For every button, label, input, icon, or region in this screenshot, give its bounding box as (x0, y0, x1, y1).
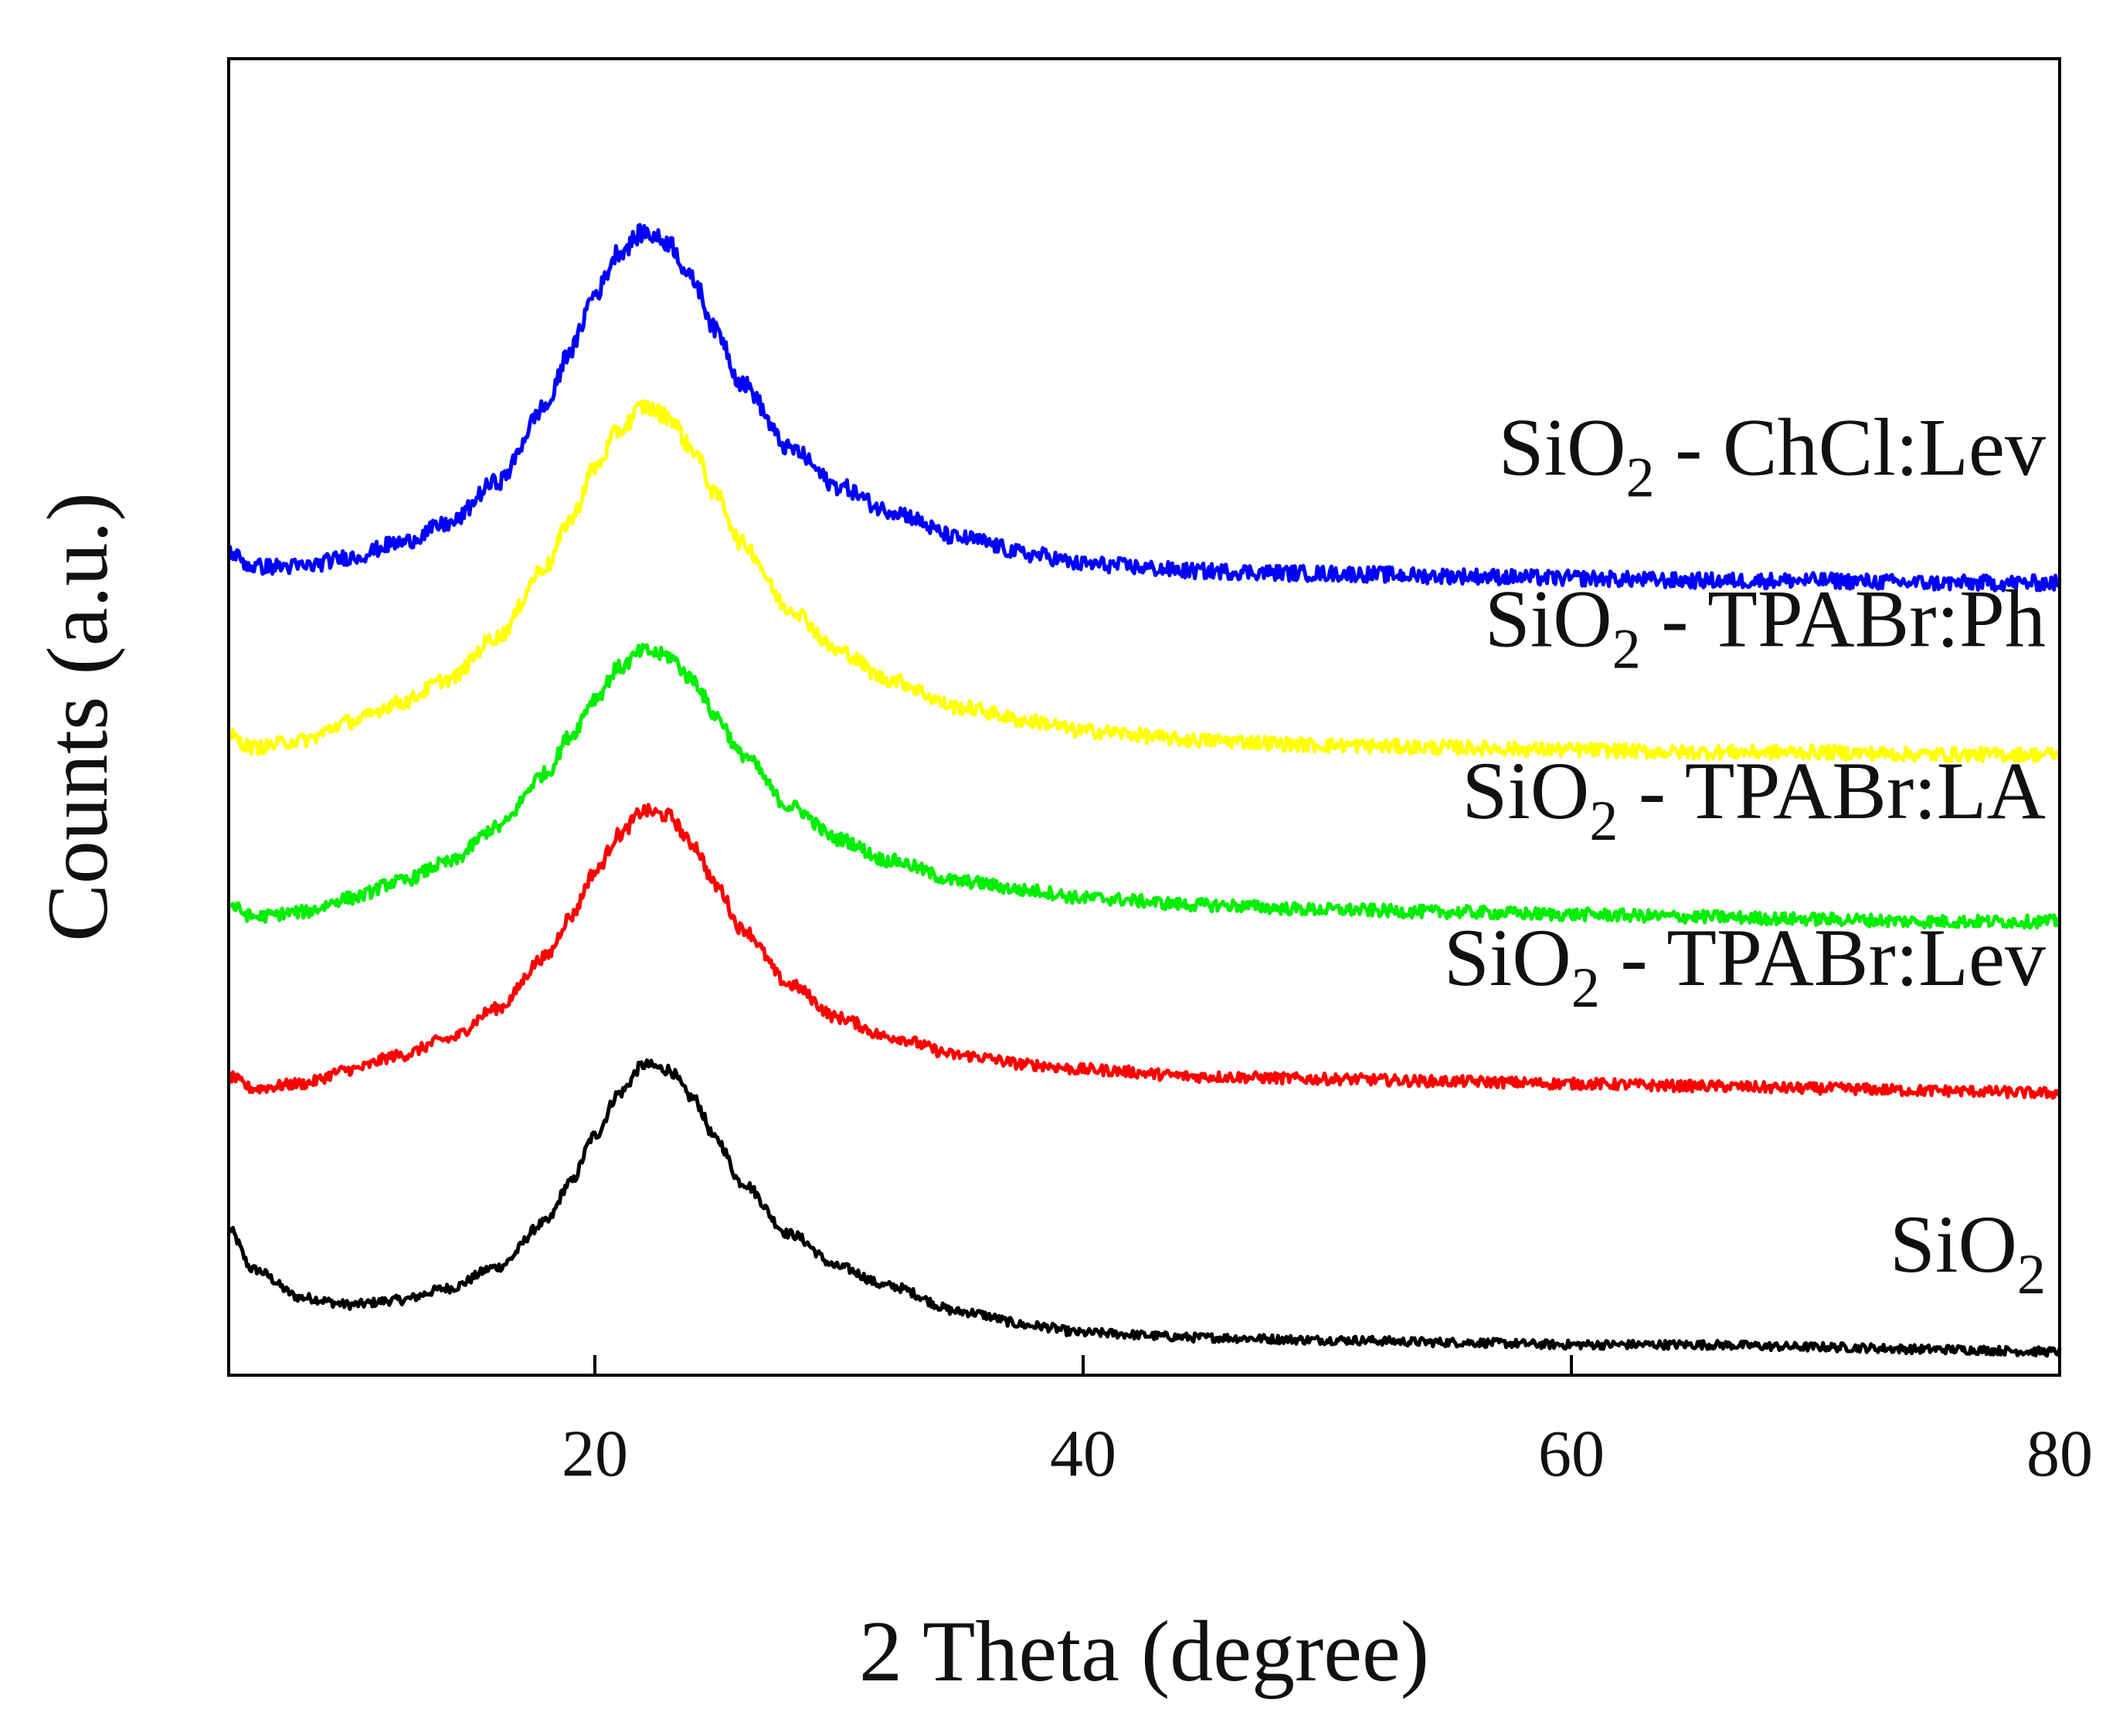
series-label-sio2-tpabr-ph: SiO2 - TPABr:Ph (1485, 574, 2046, 681)
series-label-rest: - TPABr:Lev (1600, 912, 2046, 1003)
x-axis-ticks: 20 40 60 80 (562, 1355, 2093, 1490)
series-label-subscript: 2 (2017, 1243, 2046, 1306)
series-label-main: SiO (1499, 403, 1626, 493)
series-label-main: SiO (1462, 746, 1589, 836)
series-label-rest: - TPABr:LA (1618, 746, 2046, 836)
x-tick-label-80: 80 (2026, 1416, 2093, 1490)
series-label-subscript: 2 (1571, 956, 1600, 1020)
series-line-sio2-tpabr-lev (227, 803, 2061, 1100)
series-line-sio2 (226, 1058, 2062, 1358)
series-line-sio2-tpabr-la (227, 642, 2061, 930)
series-label-subscript: 2 (1589, 790, 1618, 853)
series-label-subscript: 2 (1612, 618, 1641, 681)
series-label-rest: - ChCl:Lev (1655, 403, 2046, 493)
series-label-sio2-tpabr-lev: SiO2 - TPABr:Lev (1444, 912, 2046, 1020)
plot-frame (227, 57, 2061, 1377)
x-axis-title: 2 Theta (degree) (859, 1604, 1429, 1700)
series-line-sio2-tpabr-ph (226, 399, 2062, 764)
series-label-sio2: SiO2 (1890, 1199, 2046, 1306)
x-tick-label-20: 20 (562, 1416, 628, 1490)
x-tick-label-40: 40 (1050, 1416, 1116, 1490)
series-label-sio2-tpabr-la: SiO2 - TPABr:LA (1462, 746, 2046, 853)
series-layer (226, 223, 2062, 1358)
series-label-main: SiO (1485, 574, 1612, 664)
series-label-main: SiO (1890, 1199, 2017, 1289)
y-axis-title: Counts (a.u.) (30, 492, 126, 942)
series-label-main: SiO (1444, 912, 1571, 1003)
x-tick-label-60: 60 (1538, 1416, 1605, 1490)
series-label-subscript: 2 (1626, 447, 1655, 510)
series-label-rest: - TPABr:Ph (1641, 574, 2046, 664)
series-label-sio2-chcl-lev: SiO2 - ChCl:Lev (1499, 403, 2046, 510)
series-line-sio2-chcl-lev (227, 223, 2062, 593)
